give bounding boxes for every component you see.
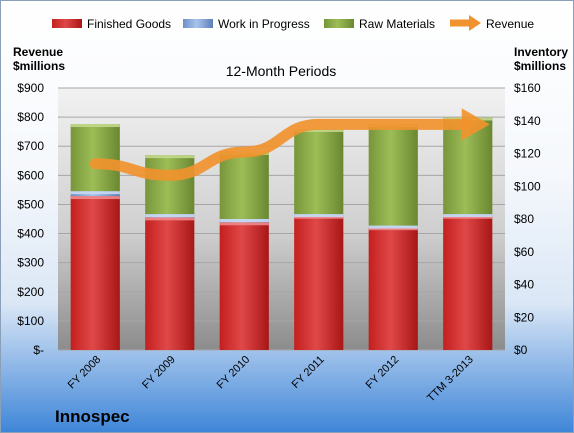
left-axis-title-line2: $millions [13,59,65,73]
category-label: FY 2008 [66,354,104,392]
chart-title: 12-Month Periods [226,63,337,79]
right-tick-label: $20 [514,310,534,324]
legend-swatch-work-in-progress [183,19,213,28]
bar-work-in-progress-cap [294,214,344,218]
legend-swatch-raw-materials [324,19,354,28]
bar-finished-goods-cap [70,196,120,200]
bar-raw-materials-cap [145,155,195,159]
bar-finished-goods [70,196,120,350]
bars [70,117,493,350]
bar-raw-materials [219,151,269,219]
bar-finished-goods [368,227,418,350]
right-tick-label: $120 [514,147,541,161]
right-tick-label: $0 [514,343,528,357]
revenue-line-layer [89,108,490,181]
bar-work-in-progress-cap [145,214,195,218]
bar-finished-goods-cap [219,222,269,226]
bar-finished-goods [443,215,493,350]
legend-swatch-finished-goods [52,19,82,28]
legend: Finished Goods Work in Progress Raw Mate… [52,15,534,31]
revenue-arrowhead [461,108,490,141]
bar-finished-goods [219,222,269,350]
left-tick-label: $100 [17,314,44,328]
legend-label-work-in-progress: Work in Progress [218,17,310,31]
right-axis-title-line2: $millions [514,59,566,73]
bar-work-in-progress-cap [70,191,120,195]
category-label: FY 2009 [140,354,178,392]
left-tick-label: $500 [17,197,44,211]
bar-work-in-progress-cap [219,219,269,222]
bar-finished-goods [145,217,195,350]
right-tick-label: $160 [514,81,541,95]
right-tick-label: $60 [514,245,534,259]
right-tick-label: $100 [514,179,541,193]
left-tick-label: $900 [17,81,44,95]
bar-work-in-progress-cap [443,214,493,218]
legend-label-finished-goods: Finished Goods [87,17,171,31]
left-tick-label: $200 [17,285,44,299]
bar-raw-materials [70,124,120,192]
category-label: FY 2010 [215,354,253,392]
category-label: FY 2012 [364,354,402,392]
left-tick-label: $400 [17,227,44,241]
right-tick-label: $140 [514,114,541,128]
bar-finished-goods-cap [145,217,195,221]
right-tick-label: $40 [514,278,534,292]
bar-finished-goods-cap [443,215,493,219]
bar-raw-materials [145,155,195,215]
left-tick-label: $800 [17,110,44,124]
left-tick-label: $300 [17,256,44,270]
left-axis-title-line1: Revenue [13,45,63,59]
gridlines [58,87,505,351]
bar-raw-materials [368,124,418,226]
bar-raw-materials-cap [70,124,120,128]
left-tick-label: $600 [17,168,44,182]
company-name: Innospec [55,407,130,426]
legend-label-revenue: Revenue [486,17,534,31]
legend-label-raw-materials: Raw Materials [359,17,435,31]
category-labels: FY 2008 FY 2009 FY 2010 FY 2011 FY 2012 TTM 3… [66,354,476,405]
left-tick-label: $- [33,343,44,357]
bar-finished-goods-cap [294,215,344,219]
right-axis-ticks: $0 $20 $40 $60 $80 $100 $120 $140 $160 [514,81,541,357]
right-tick-label: $80 [514,212,534,226]
bar-raw-materials [294,128,344,215]
revenue-line [89,118,474,181]
bar-work-in-progress-cap [368,225,418,229]
left-axis-ticks: $- $100 $200 $300 $400 $500 $600 $700 $800 $900 [17,81,44,357]
bar-finished-goods-cap [368,227,418,231]
left-tick-label: $700 [17,139,44,153]
right-axis-title-line1: Inventory [514,45,568,59]
category-label: FY 2011 [290,354,327,391]
category-label: TTM 3-2013 [425,354,476,405]
legend-arrow-revenue [469,15,481,31]
bar-finished-goods [294,215,344,350]
bar-raw-materials-cap [294,128,344,132]
